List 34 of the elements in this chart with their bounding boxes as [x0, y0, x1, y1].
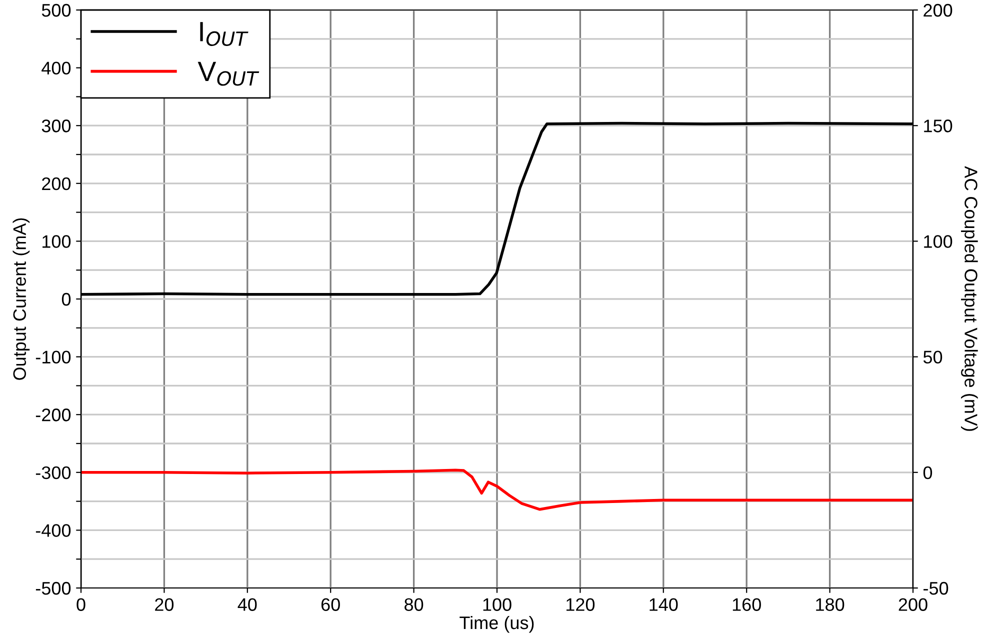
y-tick-label: 400	[42, 62, 71, 75]
y2-tick-label: 0	[923, 466, 932, 480]
x-tick-label: 160	[732, 598, 761, 611]
y2-axis-title: AC Coupled Output Voltage (mV)	[961, 166, 978, 431]
y2-tick-label: 200	[924, 4, 952, 17]
y-tick-label: -400	[36, 524, 71, 537]
x-tick-label: 100	[483, 598, 512, 611]
x-tick-label: 0	[76, 598, 86, 611]
y-tick-label: 200	[42, 177, 71, 190]
y2-tick-label: 100	[924, 235, 952, 248]
x-tick-label: 180	[816, 598, 844, 611]
x-tick-label: 20	[155, 598, 174, 611]
y2-tick-label: 150	[924, 120, 952, 132]
y-tick-label: -100	[36, 350, 71, 364]
y-tick-label: -500	[36, 582, 71, 595]
y-tick-label: 100	[42, 235, 71, 248]
y-tick-label: 0	[62, 292, 71, 306]
legend-label: I$_{OUT}$	[200, 22, 248, 46]
y-tick-label: 500	[42, 4, 71, 17]
x-tick-label: 140	[650, 598, 678, 611]
x-tick-label: 80	[404, 598, 424, 611]
y-tick-label: -200	[36, 408, 71, 422]
x-tick-label: 60	[321, 598, 340, 611]
x-tick-label: 120	[566, 598, 595, 611]
y2-tick-label: 50	[923, 350, 942, 364]
legend-label: V$_{OUT}$	[198, 62, 260, 86]
y-tick-label: -300	[36, 466, 71, 480]
y-tick-label: 300	[42, 120, 71, 132]
x-tick-label: 200	[898, 598, 928, 611]
x-tick-label: 40	[238, 598, 257, 611]
y-axis-title: Output Current (mA)	[12, 218, 30, 380]
line-series	[81, 468, 913, 511]
x-axis-title: Time (us)	[460, 616, 534, 633]
y2-tick-label: -50	[924, 582, 948, 595]
